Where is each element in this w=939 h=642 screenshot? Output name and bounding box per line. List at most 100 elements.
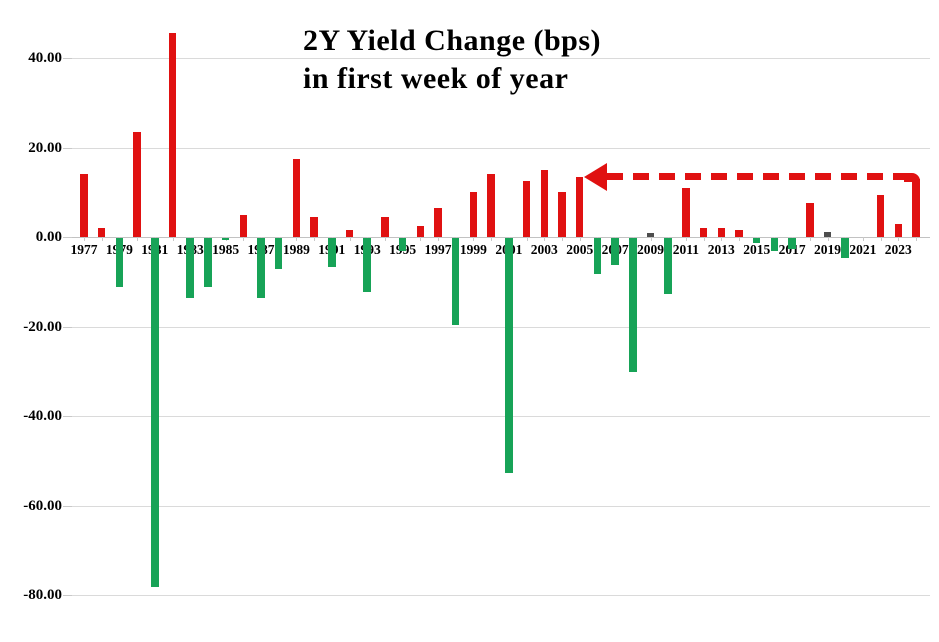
bar-2015 bbox=[752, 238, 761, 243]
bar-2001 bbox=[505, 238, 513, 473]
bar-1979 bbox=[115, 238, 124, 288]
x-axis-tick bbox=[827, 237, 829, 241]
bar-2022 bbox=[876, 194, 885, 237]
bar-1987 bbox=[257, 238, 265, 299]
x-axis-tick bbox=[703, 237, 705, 241]
bar-1992 bbox=[345, 230, 354, 237]
gridline bbox=[72, 416, 930, 417]
x-axis-label: 2013 bbox=[707, 242, 735, 257]
bar-2017 bbox=[788, 238, 796, 250]
arrow-head-icon bbox=[584, 162, 608, 191]
bar-2024 bbox=[912, 178, 920, 237]
gridline bbox=[72, 326, 930, 328]
x-axis-tick bbox=[296, 237, 298, 241]
bar-1995 bbox=[398, 238, 407, 252]
x-axis-tick bbox=[739, 237, 740, 241]
bar-2004 bbox=[558, 192, 566, 238]
x-axis-tick bbox=[862, 237, 864, 241]
bar-1990 bbox=[310, 216, 318, 237]
bar-1986 bbox=[239, 214, 248, 237]
chart-title: 2Y Yield Change (bps) in first week of y… bbox=[303, 22, 601, 98]
zero-axis-line bbox=[72, 237, 930, 238]
bar-2007 bbox=[611, 238, 619, 265]
bar-1977 bbox=[80, 174, 88, 237]
y-axis-tick bbox=[63, 326, 72, 328]
y-axis-label: 40.00 bbox=[28, 50, 62, 66]
x-axis-tick bbox=[172, 237, 174, 241]
bar-2003 bbox=[540, 169, 549, 237]
x-axis-tick bbox=[562, 237, 563, 241]
x-axis-label: 2009 bbox=[637, 242, 664, 257]
y-axis-label: 20.00 bbox=[28, 139, 62, 156]
bar-1997 bbox=[434, 207, 442, 237]
x-axis-tick bbox=[650, 237, 652, 241]
x-axis-tick bbox=[809, 237, 811, 241]
chart-title-line2: in first week of year bbox=[303, 62, 569, 95]
bar-2000 bbox=[487, 174, 495, 237]
bar-2011 bbox=[682, 187, 690, 237]
y-axis-label: -40.00 bbox=[23, 408, 62, 424]
bar-2018 bbox=[806, 203, 814, 237]
bar-1985 bbox=[221, 238, 230, 241]
bar-1989 bbox=[292, 158, 301, 237]
bar-2009 bbox=[646, 233, 655, 237]
y-axis-label: -80.00 bbox=[23, 587, 62, 603]
x-axis-label: 2023 bbox=[884, 242, 912, 257]
y-axis-label: 0.00 bbox=[35, 229, 62, 245]
x-axis-tick bbox=[314, 237, 316, 241]
bar-1980 bbox=[133, 131, 141, 237]
x-axis-tick bbox=[101, 237, 103, 241]
arrow-elbow bbox=[903, 173, 920, 183]
y-axis-tick bbox=[63, 237, 72, 238]
bar-1998 bbox=[451, 238, 460, 326]
arrow-dashed-line bbox=[607, 173, 906, 181]
y-axis-label: -20.00 bbox=[23, 318, 62, 335]
x-axis-label: 2017 bbox=[778, 242, 806, 257]
x-axis-label: 2015 bbox=[743, 242, 771, 257]
bar-1978 bbox=[97, 228, 106, 237]
x-axis-label: 1997 bbox=[424, 242, 452, 257]
x-axis-tick bbox=[349, 237, 351, 241]
x-axis-label: 2003 bbox=[530, 242, 558, 257]
x-axis-label: 2021 bbox=[849, 242, 877, 257]
x-axis-label: 2019 bbox=[814, 242, 841, 257]
bar-2016 bbox=[770, 238, 779, 252]
bar-2008 bbox=[629, 238, 637, 373]
bar-2019 bbox=[823, 231, 832, 237]
x-axis-tick bbox=[384, 237, 386, 241]
x-axis-tick bbox=[544, 237, 546, 241]
bar-1999 bbox=[469, 192, 478, 238]
bar-2005 bbox=[575, 176, 584, 237]
bar-2013 bbox=[717, 228, 726, 237]
x-axis-tick bbox=[526, 237, 528, 241]
bar-2014 bbox=[735, 230, 743, 237]
x-axis-label: 2011 bbox=[672, 242, 700, 257]
y-axis-tick bbox=[63, 595, 72, 596]
bar-1988 bbox=[274, 238, 283, 270]
chart-title-line1: 2Y Yield Change (bps) bbox=[303, 24, 602, 57]
x-axis-tick bbox=[579, 237, 581, 241]
x-axis-tick bbox=[473, 237, 475, 241]
x-axis-tick bbox=[137, 237, 139, 241]
x-axis-tick bbox=[880, 237, 882, 241]
y-axis-tick bbox=[63, 58, 72, 59]
x-axis-label: 1999 bbox=[459, 242, 487, 257]
bar-2012 bbox=[699, 228, 708, 237]
y-axis-tick bbox=[63, 505, 72, 507]
bar-2010 bbox=[664, 238, 672, 294]
x-axis-tick bbox=[84, 237, 85, 241]
bar-1982 bbox=[168, 33, 177, 237]
gridline bbox=[72, 147, 930, 149]
x-axis-tick bbox=[420, 237, 422, 241]
x-axis-tick bbox=[243, 237, 245, 241]
bar-1984 bbox=[204, 238, 212, 288]
bar-2002 bbox=[522, 181, 531, 237]
bar-1996 bbox=[416, 225, 425, 237]
bar-2023 bbox=[894, 223, 903, 237]
x-axis-tick bbox=[438, 237, 439, 241]
x-axis-tick bbox=[721, 237, 723, 241]
bar-1991 bbox=[328, 238, 336, 268]
gridline bbox=[72, 505, 930, 507]
x-axis-tick bbox=[491, 237, 493, 241]
